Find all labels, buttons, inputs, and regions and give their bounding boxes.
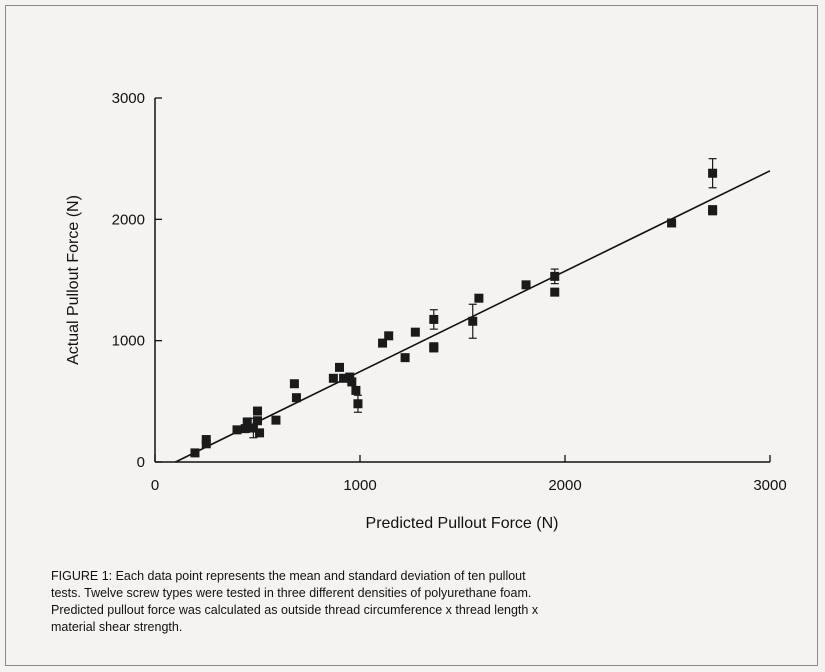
data-point — [708, 206, 718, 216]
data-point — [255, 428, 265, 438]
x-tick-label: 1000 — [343, 477, 376, 494]
data-point — [708, 168, 718, 178]
data-point — [400, 353, 410, 363]
data-point — [474, 293, 484, 303]
caption-line-2: tests. Twelve screw types were tested in… — [51, 586, 532, 600]
data-point — [232, 425, 242, 435]
data-point — [667, 218, 677, 228]
axes — [154, 98, 770, 463]
x-tick-label: 3000 — [753, 477, 786, 494]
x-tick-label: 0 — [151, 477, 159, 494]
data-point — [248, 423, 258, 433]
figure-frame — [5, 5, 818, 666]
data-point — [521, 280, 531, 290]
data-point — [429, 314, 439, 324]
figure-caption: FIGURE 1: Each data point represents the… — [51, 568, 781, 636]
y-tick-label: 2000 — [112, 211, 145, 228]
data-point — [242, 417, 252, 427]
data-point — [550, 271, 560, 281]
data-point — [378, 338, 388, 348]
data-point — [339, 373, 349, 383]
scatter-chart: 0 1000 2000 3000 0 1000 2000 3000 Predicted Pu… — [65, 90, 787, 532]
y-tick-label: 0 — [137, 454, 145, 471]
data-points — [190, 158, 718, 458]
y-tick-label: 1000 — [112, 333, 145, 350]
data-point — [550, 287, 560, 297]
data-point — [240, 424, 250, 434]
data-point — [347, 377, 357, 387]
data-point — [271, 415, 281, 425]
data-point — [410, 327, 420, 337]
data-point — [345, 372, 355, 382]
y-ticks: 0 1000 2000 3000 — [112, 90, 162, 471]
data-point — [201, 439, 211, 449]
x-ticks: 0 1000 2000 3000 — [151, 455, 787, 494]
data-point — [291, 393, 301, 403]
data-point — [289, 379, 299, 389]
caption-line-1: FIGURE 1: Each data point represents the… — [51, 569, 526, 583]
caption-line-3: Predicted pullout force was calculated a… — [51, 603, 539, 617]
data-point — [328, 373, 338, 383]
y-axis-title: Actual Pullout Force (N) — [65, 195, 82, 365]
data-point — [190, 448, 200, 458]
y-tick-label: 3000 — [112, 90, 145, 107]
data-point — [353, 399, 363, 409]
data-point — [253, 416, 262, 426]
data-point — [351, 385, 361, 395]
x-tick-label: 2000 — [548, 477, 581, 494]
caption-line-4: material shear strength. — [51, 620, 183, 634]
data-point — [384, 331, 394, 341]
data-point — [335, 362, 344, 372]
x-axis-title: Predicted Pullout Force (N) — [366, 515, 559, 532]
data-point — [429, 343, 439, 353]
data-point — [468, 316, 478, 326]
data-point — [253, 406, 262, 416]
